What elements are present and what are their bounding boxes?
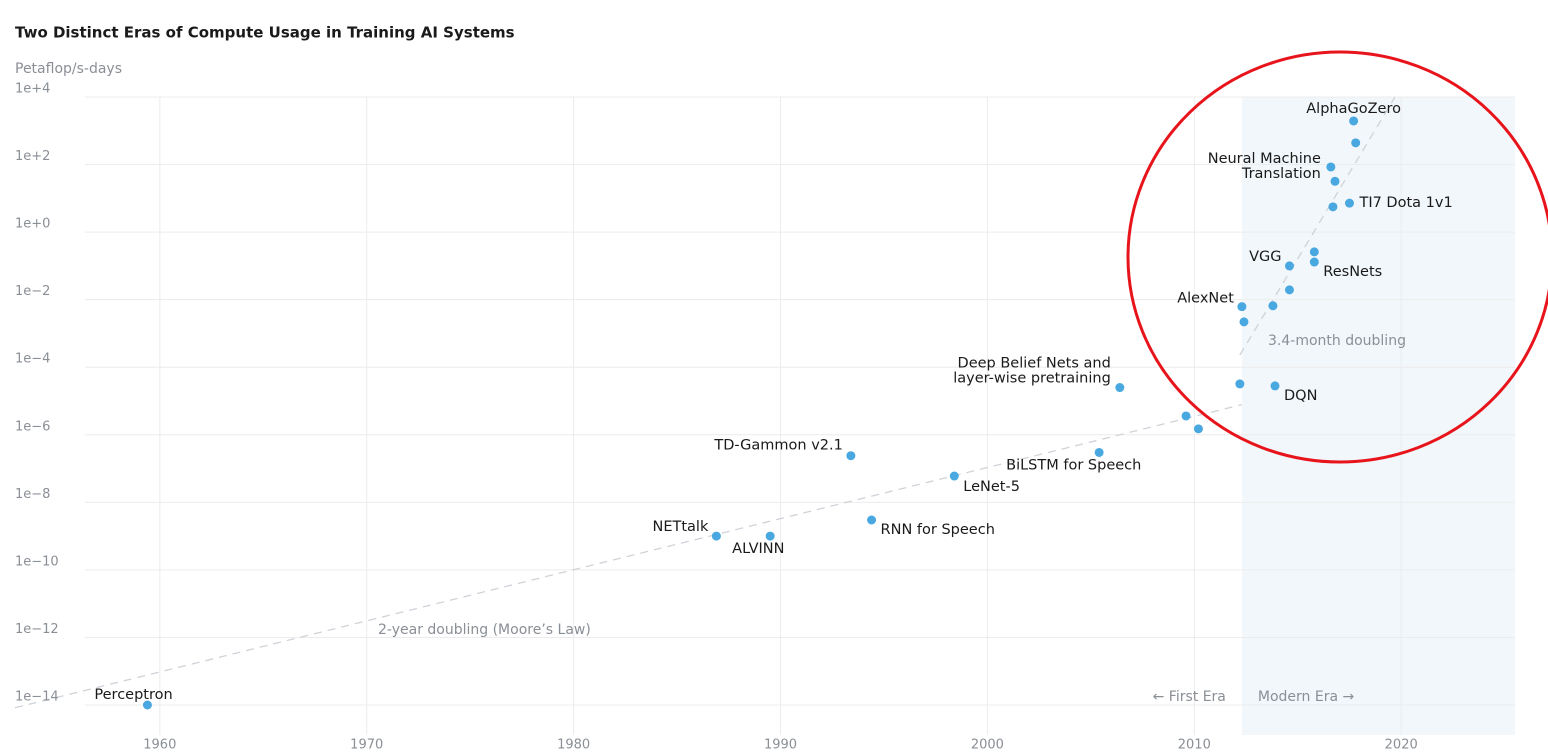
x-tick-label: 2000 — [971, 738, 1004, 753]
point-label: TI7 Dota 1v1 — [1358, 195, 1452, 211]
grid — [14, 96, 1515, 735]
point-label: BiLSTM for Speech — [1006, 457, 1141, 473]
trend-line — [14, 404, 1243, 709]
data-point — [1268, 301, 1278, 311]
foreground: 1e−14 1e−12 1e−10 1e−8 1e−6 1e−4 1e−2 1e+0 1e+2 1… — [15, 82, 1453, 753]
y-tick-label: 1e−6 — [15, 419, 50, 434]
data-point — [1309, 257, 1319, 267]
data-point — [1349, 116, 1359, 126]
data-point — [1193, 424, 1203, 434]
data-point — [949, 471, 959, 481]
point-label: TD-Gammon v2.1 — [713, 438, 842, 454]
point-label: AlphaGoZero — [1306, 101, 1401, 117]
data-point — [1309, 247, 1319, 257]
y-tick-label: 1e+2 — [15, 149, 50, 164]
data-point — [1351, 138, 1361, 148]
data-point — [765, 531, 775, 541]
x-tick-label: 2020 — [1385, 738, 1418, 753]
data-point — [1115, 383, 1125, 393]
data-point — [1284, 285, 1294, 295]
y-tick-label: 1e+4 — [15, 82, 50, 97]
point-label: Perceptron — [94, 687, 172, 703]
era-label: ← First Era — [1153, 689, 1226, 705]
background — [1241, 97, 1515, 735]
data-point — [1239, 317, 1249, 327]
point-label: ALVINN — [732, 541, 784, 557]
data-point — [1237, 302, 1247, 312]
x-tick-label: 1980 — [557, 738, 590, 753]
x-tick-label: 1990 — [764, 738, 797, 753]
data-point — [1344, 198, 1354, 208]
y-tick-label: 1e+0 — [15, 217, 50, 232]
highlight-circle — [1126, 50, 1548, 464]
data-point — [1181, 411, 1191, 421]
point-label: AlexNet — [1177, 291, 1234, 307]
x-tick-label: 2010 — [1178, 738, 1211, 753]
data-point — [1235, 379, 1245, 389]
x-tick-label: 1970 — [350, 738, 383, 753]
point-label: RNN for Speech — [881, 522, 995, 538]
y-tick-label: 1e−10 — [15, 554, 59, 569]
point-label: NETtalk — [653, 519, 709, 535]
x-tick-label: 1960 — [143, 738, 176, 753]
point-label: DQN — [1284, 388, 1317, 404]
point-label: VGG — [1249, 249, 1281, 265]
point-label: ResNets — [1323, 264, 1382, 280]
data-point — [1326, 162, 1336, 172]
data-point — [1328, 202, 1338, 212]
chart-title: Two Distinct Eras of Compute Usage in Tr… — [15, 24, 515, 42]
y-tick-label: 1e−12 — [15, 622, 59, 637]
trend-label: 2-year doubling (Moore’s Law) — [378, 622, 591, 638]
modern-era-band — [1241, 97, 1515, 735]
data-point — [1094, 447, 1104, 457]
data-point — [1270, 381, 1280, 391]
data-point — [1330, 176, 1340, 186]
y-tick-label: 1e−8 — [15, 487, 50, 502]
point-label: Neural Machine Translation — [1208, 151, 1321, 182]
y-tick-label: 1e−14 — [15, 690, 59, 705]
point-label: Deep Belief Nets and layer-wise pretraini… — [953, 356, 1111, 387]
data-point — [867, 515, 877, 525]
y-tick-label: 1e−4 — [15, 352, 50, 367]
data-point — [711, 531, 721, 541]
y-axis-label: Petaflop/s-days — [15, 61, 122, 77]
data-point — [1284, 261, 1294, 271]
point-label: LeNet-5 — [963, 479, 1020, 495]
data-point — [846, 451, 856, 461]
era-label: Modern Era → — [1258, 689, 1355, 705]
data-point — [142, 700, 152, 710]
y-tick-label: 1e−2 — [15, 284, 50, 299]
trend-label: 3.4-month doubling — [1268, 333, 1406, 349]
